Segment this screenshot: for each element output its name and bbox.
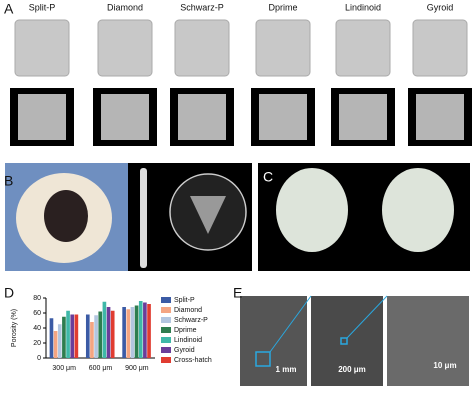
y-axis-label: Porosity (%) <box>11 309 18 347</box>
zoom-line <box>269 295 312 353</box>
y-tick-label: 20 <box>33 340 41 347</box>
lattice-face <box>259 94 307 140</box>
bar <box>85 314 90 358</box>
bar <box>122 307 126 358</box>
bar <box>90 322 94 358</box>
bar <box>98 311 103 358</box>
sem-image <box>240 296 307 386</box>
lattice-face <box>178 94 226 140</box>
bar <box>74 314 79 358</box>
lattice-name: Diamond <box>107 2 143 12</box>
x-tick-label: 900 μm <box>125 365 149 372</box>
y-tick-label: 0 <box>37 355 41 362</box>
lattice-face <box>18 94 66 140</box>
bar <box>110 310 115 358</box>
bar <box>53 331 58 358</box>
y-tick-label: 60 <box>33 310 41 317</box>
lattice-cube <box>335 19 391 77</box>
panel-label: D <box>4 285 14 301</box>
skull <box>382 168 454 252</box>
y-tick-label: 80 <box>33 295 41 302</box>
legend-label: Schwarz-P <box>174 317 208 324</box>
y-tick-label: 40 <box>33 325 41 332</box>
lattice-name: Split-P <box>29 2 56 12</box>
bar <box>94 315 98 358</box>
bar <box>70 314 75 358</box>
panel-label: E <box>233 285 242 301</box>
lattice-cube <box>97 19 153 77</box>
lattice-name: Lindinoid <box>345 2 381 12</box>
lattice-cube <box>174 19 230 77</box>
x-tick-label: 600 μm <box>89 365 113 372</box>
lattice-cube <box>255 19 311 77</box>
lattice-cube <box>412 19 468 77</box>
femur-cross-section <box>190 196 226 234</box>
legend-label: Split-P <box>174 297 195 304</box>
scale-bar-label: 200 μm <box>338 365 366 374</box>
legend-label: Diamond <box>174 307 202 314</box>
legend-label: Lindinoid <box>174 337 202 344</box>
legend-swatch <box>161 357 171 363</box>
legend-swatch <box>161 297 171 303</box>
zoom-box <box>255 351 271 367</box>
lattice-face <box>416 94 464 140</box>
bar <box>126 309 131 358</box>
bar <box>106 307 111 358</box>
panel-label: A <box>4 1 14 17</box>
lattice-name: Schwarz-P <box>180 2 224 12</box>
legend-swatch <box>161 337 171 343</box>
sem-image <box>387 296 469 386</box>
bar <box>134 305 139 358</box>
bar <box>66 310 70 358</box>
legend-swatch <box>161 327 171 333</box>
lattice-name: Gyroid <box>427 2 454 12</box>
bar <box>143 302 147 358</box>
lattice-cube <box>14 19 70 77</box>
femur <box>140 168 147 268</box>
bar <box>102 301 107 358</box>
lattice-face <box>339 94 387 140</box>
bar <box>49 318 54 358</box>
zoom-box <box>340 337 348 345</box>
bar <box>57 324 62 358</box>
lattice-face <box>101 94 149 140</box>
panel-label: B <box>4 173 13 189</box>
legend-label: Gyroid <box>174 347 195 354</box>
skull <box>276 168 348 252</box>
lattice-name: Dprime <box>268 2 297 12</box>
x-tick-label: 300 μm <box>52 365 76 372</box>
legend-swatch <box>161 307 171 313</box>
legend-label: Cross-hatch <box>174 357 212 364</box>
scale-bar-label: 10 μm <box>433 361 456 370</box>
zoom-line <box>346 295 388 339</box>
scale-bar-label: 1 mm <box>276 365 297 374</box>
panel-label: C <box>263 169 273 185</box>
bar <box>62 316 66 358</box>
bar <box>130 307 135 358</box>
bar <box>147 304 151 358</box>
legend-swatch <box>161 317 171 323</box>
bar <box>138 301 143 358</box>
legend-swatch <box>161 347 171 353</box>
bone-hole <box>44 190 88 242</box>
legend-label: Dprime <box>174 327 197 334</box>
